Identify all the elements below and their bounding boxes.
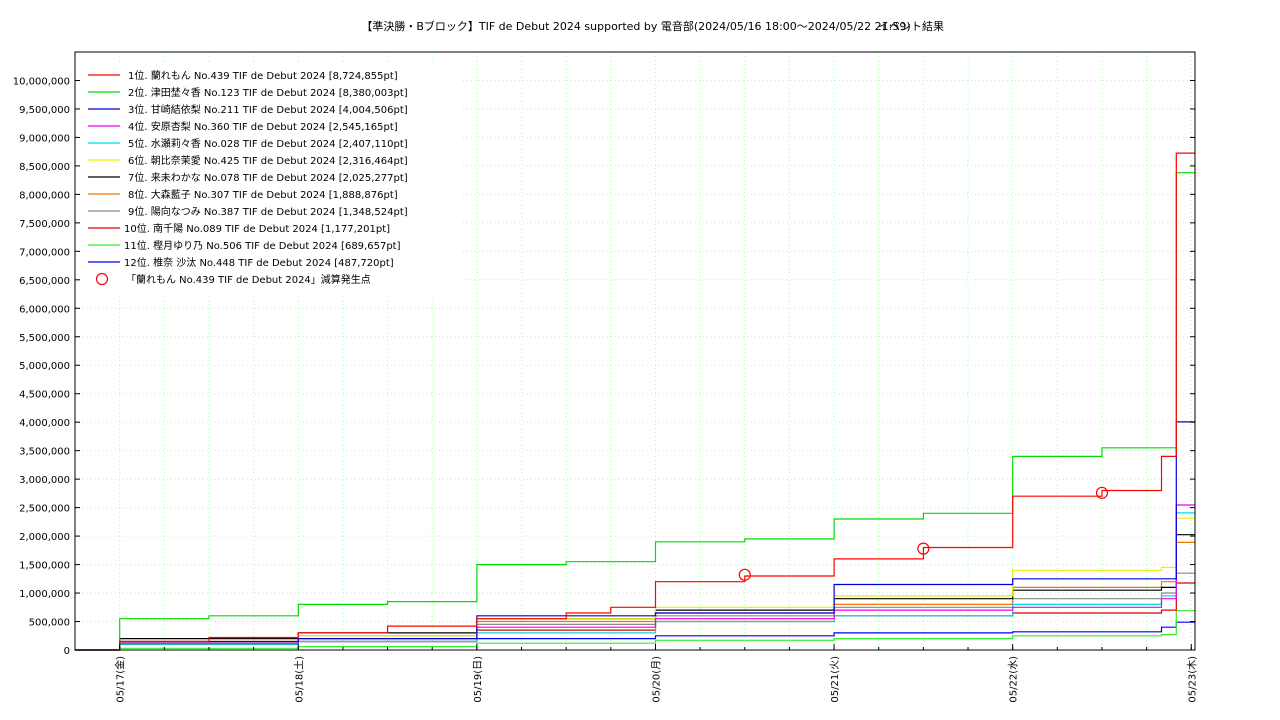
y-tick-label: 2,500,000	[19, 504, 70, 515]
y-tick-label: 5,500,000	[19, 333, 70, 344]
y-tick-label: 8,500,000	[19, 162, 70, 173]
y-tick-label: 7,000,000	[19, 247, 70, 258]
y-tick-label: 8,000,000	[19, 190, 70, 201]
series-group	[75, 152, 1195, 651]
subtraction-marker	[1095, 486, 1109, 499]
legend-entry: 6位. 朝比奈茉愛 No.425 TIF de Debut 2024 [2,31…	[128, 154, 408, 167]
y-tick-label: 1,000,000	[19, 589, 70, 600]
x-tick-label: 05/17(金)	[114, 656, 127, 703]
legend-entry: 2位. 津田埜々香 No.123 TIF de Debut 2024 [8,38…	[128, 86, 408, 99]
x-tick-label: 05/21(火)	[829, 656, 841, 703]
chart-subtitle: イベント結果	[878, 19, 944, 33]
y-tick-label: 0	[64, 646, 70, 657]
legend-marker-swatch	[95, 272, 109, 286]
y-tick-label: 7,500,000	[19, 219, 70, 230]
legend-entry: 5位. 水瀬莉々香 No.028 TIF de Debut 2024 [2,40…	[128, 137, 408, 150]
y-tick-label: 6,000,000	[19, 304, 70, 315]
series-line-8	[75, 541, 1195, 651]
y-tick-label: 3,000,000	[19, 475, 70, 486]
subtraction-marker	[738, 568, 751, 581]
y-tick-label: 500,000	[29, 618, 70, 629]
y-tick-label: 9,000,000	[19, 133, 70, 144]
y-tick-label: 3,500,000	[19, 447, 70, 458]
legend-entry: 8位. 大森藍子 No.307 TIF de Debut 2024 [1,888…	[128, 188, 398, 201]
x-axis: 05/17(金) 05/18(土) 05/19(日) 05/20(月) 05/21(火)…	[74, 644, 1198, 703]
y-tick-label: 6,500,000	[19, 276, 70, 287]
series-line-2	[75, 172, 1195, 651]
y-tick-label: 5,000,000	[19, 361, 70, 372]
legend-entry: 3位. 甘崎結依梨 No.211 TIF de Debut 2024 [4,00…	[128, 103, 408, 116]
legend: 1位. 蘭れもん No.439 TIF de Debut 2024 [8,724…	[80, 62, 460, 294]
x-tick-label: 05/18(土)	[292, 656, 305, 703]
markers-group	[738, 486, 1109, 581]
legend-entry: 9位. 陽向なつみ No.387 TIF de Debut 2024 [1,34…	[128, 205, 408, 218]
plot-frame	[74, 51, 1196, 651]
legend-entry: 11位. 樫月ゆり乃 No.506 TIF de Debut 2024 [689…	[124, 239, 401, 252]
series-line-7	[75, 534, 1195, 651]
series-line-5	[75, 512, 1195, 651]
y-tick-label: 4,000,000	[19, 418, 70, 429]
x-tick-label: 05/19(日)	[473, 656, 484, 703]
legend-entry: 10位. 南千陽 No.089 TIF de Debut 2024 [1,177…	[124, 222, 390, 235]
x-tick-label: 05/20(月)	[650, 656, 662, 703]
series-line-11	[75, 610, 1195, 651]
legend-entry: 4位. 安原杏梨 No.360 TIF de Debut 2024 [2,545…	[128, 120, 398, 133]
legend-entry: 7位. 来未わかな No.078 TIF de Debut 2024 [2,02…	[128, 171, 408, 184]
y-tick-label: 1,500,000	[19, 561, 70, 572]
series-line-1	[75, 152, 1195, 651]
y-axis: 0 500,000 1,000,000 1,500,000 2,000,000 2,500…	[13, 76, 1195, 657]
grid	[74, 52, 1195, 651]
y-tick-label: 10,000,000	[13, 76, 70, 87]
series-line-3	[75, 421, 1195, 651]
y-tick-label: 2,000,000	[19, 532, 70, 543]
legend-entry: 12位. 椎奈 沙汰 No.448 TIF de Debut 2024 [487…	[124, 256, 394, 269]
x-tick-label: 05/22(水)	[1008, 656, 1020, 703]
legend-entry: 1位. 蘭れもん No.439 TIF de Debut 2024 [8,724…	[128, 69, 398, 82]
series-line-4	[75, 504, 1195, 651]
chart-title: 【準決勝・Bブロック】TIF de Debut 2024 supported b…	[361, 19, 910, 33]
legend-background	[80, 62, 460, 294]
x-tick-label: 05/23(木)	[1186, 656, 1198, 703]
y-tick-label: 9,500,000	[19, 105, 70, 116]
legend-entry-marker: 「蘭れもん No.439 TIF de Debut 2024」減算発生点	[126, 273, 371, 286]
y-tick-label: 4,500,000	[19, 390, 70, 401]
subtraction-marker	[917, 542, 930, 555]
